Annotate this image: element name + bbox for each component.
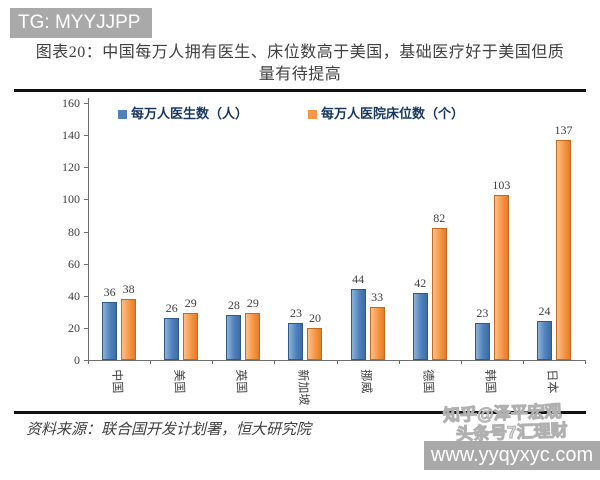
bar-value-label: 33 [371,289,384,304]
y-axis-tick-label: 100 [62,192,80,207]
y-axis-tick-label: 160 [62,96,80,110]
bar-chart-plot-area: 0 20 40 60 80 100 120 140 160 每万人医生数（人） 每万人医院床位数（个… [0,95,600,415]
y-axis-tick [84,135,88,137]
x-axis-tick [522,360,524,364]
tg-banner: TG: MYYJJPP [10,8,152,38]
bar-doctors-新加坡 [288,323,304,360]
y-axis-tick [84,103,88,104]
source-text: 资料来源：联合国开发计划署，恒大研究院 [26,422,312,438]
bar-value-label: 44 [352,272,365,287]
legend-swatch-doctors [118,110,127,119]
chart-title-line2: 量有待提高 [258,66,342,83]
bar-value-label: 137 [554,122,573,137]
y-axis-tick [84,360,88,361]
bar-beds-新加坡 [307,327,323,360]
x-axis-tick [212,360,214,364]
category-label-挪威: 挪威 [358,369,374,394]
bar-value-label: 82 [433,211,446,226]
bar-doctors-德国 [412,292,428,360]
bar-value-label: 26 [165,301,178,316]
x-axis-tick [274,360,276,364]
bar-doctors-挪威 [350,289,366,360]
x-axis-tick [398,360,400,364]
y-axis-tick-label: 40 [68,288,80,303]
legend-item: 每万人医生数（人） [118,103,248,121]
bar-doctors-中国 [102,302,118,360]
y-axis-tick-label: 0 [74,353,80,367]
legend-label: 每万人医院床位数（个） [321,106,465,121]
bar-value-label: 42 [414,275,427,290]
chart-title-line1: 图表20：中国每万人拥有医生、床位数高于美国，基础医疗好于美国但质 [35,44,565,61]
y-axis-tick [84,231,88,233]
bar-beds-美国 [183,313,199,360]
bar-beds-英国 [245,313,261,360]
bar-value-label: 23 [476,306,489,321]
x-axis-tick [585,360,586,364]
top-divider [14,89,586,92]
bar-value-label: 103 [492,177,511,192]
bar-value-label: 36 [103,285,116,300]
y-axis-tick [84,327,88,329]
y-axis-tick-label: 80 [68,224,80,239]
x-axis-tick [460,360,462,364]
bar-beds-德国 [431,228,447,360]
y-axis-line [88,98,89,360]
y-axis-tick-label: 120 [62,160,80,175]
bar-doctors-美国 [164,318,180,360]
y-axis-tick [84,263,88,265]
x-axis-tick [336,360,338,364]
bar-doctors-日本 [536,321,552,360]
y-axis-tick-label: 60 [68,256,80,271]
category-label-中国: 中国 [110,369,125,394]
bar-value-label: 28 [227,298,240,313]
x-axis-tick [150,360,152,364]
bar-beds-韩国 [493,194,509,360]
watermark-site-url: www.yyqyxyc.com [424,441,600,470]
bar-value-label: 20 [308,310,321,325]
bar-beds-挪威 [369,306,385,360]
bar-value-label: 24 [538,304,551,319]
y-axis-tick-label: 20 [68,320,80,335]
y-axis-tick [84,295,88,297]
bar-doctors-英国 [226,315,242,360]
bar-value-label: 29 [184,296,197,311]
bar-value-label: 38 [122,281,135,296]
legend-swatch-beds [308,110,317,119]
category-label-美国: 美国 [172,369,188,394]
category-label-德国: 德国 [420,369,436,394]
bar-value-label: 29 [246,296,259,311]
bar-beds-中国 [121,298,137,360]
category-label-英国: 英国 [234,369,250,394]
category-label-新加坡: 新加坡 [296,369,312,406]
legend-label: 每万人医生数（人） [131,106,249,121]
chart-title: 图表20：中国每万人拥有医生、床位数高于美国，基础医疗好于美国但质 量有待提高 [0,42,600,86]
bar-doctors-韩国 [474,323,490,360]
bar-value-label: 23 [289,306,302,321]
bottom-divider [14,411,586,414]
y-axis-tick [84,199,88,201]
category-label-日本: 日本 [544,369,560,394]
y-axis-tick [84,167,88,169]
legend-item: 每万人医院床位数（个） [308,103,464,121]
category-label-韩国: 韩国 [482,369,498,394]
x-axis-tick [88,360,89,364]
y-axis-tick-label: 140 [62,128,80,143]
bar-beds-日本 [555,139,571,360]
